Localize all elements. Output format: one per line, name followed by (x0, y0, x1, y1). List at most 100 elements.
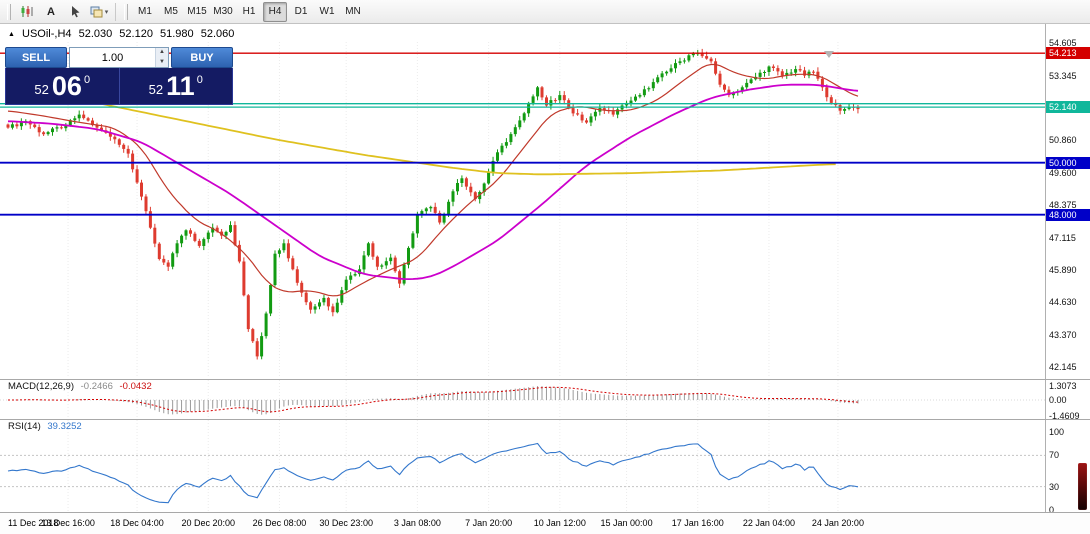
time-label: 24 Jan 20:00 (811, 518, 864, 528)
symbol-period: USOil-,H4 (22, 28, 72, 40)
timeframe-m30[interactable]: M30 (211, 2, 235, 22)
price-tick: 53.345 (1049, 70, 1077, 81)
price-label-48.000: 48.000 (1046, 208, 1090, 221)
time-label: 13 Dec 16:00 (41, 518, 95, 528)
timeframe-m15[interactable]: M15 (185, 2, 209, 22)
sell-button[interactable]: SELL (5, 47, 67, 68)
time-label: 10 Jan 12:00 (533, 518, 586, 528)
rsi-tick: 30 (1049, 481, 1060, 492)
one-click-trading-panel: SELL 1.00 ▲ ▼ BUY 52 06 0 52 11 0 (5, 47, 233, 105)
timeframe-m1[interactable]: M1 (133, 2, 157, 22)
volume-spinner[interactable]: ▲ ▼ (155, 48, 168, 67)
macd-axis: 1.3073 0.00 -1.4609 (1045, 380, 1090, 421)
macd-main-value: -0.2466 (80, 381, 113, 392)
rsi-value: 39.3252 (47, 421, 82, 432)
sell-price-prefix: 52 (34, 81, 49, 97)
ohlc-close: 52.060 (200, 28, 235, 40)
price-display: 52 06 0 52 11 0 (5, 68, 233, 105)
sell-price[interactable]: 52 06 0 (6, 68, 119, 104)
rsi-label: RSI(14) 39.3252 (8, 421, 86, 432)
price-tick: 45.890 (1049, 264, 1077, 275)
price-tick: 54.605 (1049, 38, 1077, 48)
toolbar: A ▾ M1 M5 M15 M30 H1 H4 D1 W1 MN (0, 0, 1090, 24)
buy-price-pips: 11 (166, 71, 195, 101)
chart-ohlc-header: ▲ USOil-,H4 52.030 52.120 51.980 52.060 (8, 28, 238, 40)
rsi-tick: 0 (1049, 505, 1055, 515)
price-label-52.140: 52.140 (1046, 101, 1090, 114)
time-axis[interactable]: 11 Dec 2018 13 Dec 16:00 18 Dec 04:00 20 De… (0, 512, 1090, 534)
ohlc-open: 52.030 (78, 28, 113, 40)
candles-icon (21, 6, 33, 17)
sell-price-point: 0 (83, 74, 91, 86)
price-chart[interactable] (0, 24, 1090, 379)
ohlc-high: 52.120 (119, 28, 153, 40)
timeframe-h1[interactable]: H1 (237, 2, 261, 22)
rsi-line (7, 442, 859, 504)
time-label: 7 Jan 20:00 (465, 518, 513, 528)
price-tick: 42.145 (1049, 361, 1077, 372)
time-label: 30 Dec 23:00 (319, 518, 373, 528)
symbol-icon: ▲ (8, 31, 15, 38)
time-label: 22 Jan 04:00 (742, 518, 795, 528)
timeframe-group: M1 M5 M15 M30 H1 H4 D1 W1 MN (132, 1, 366, 22)
chart-type-button[interactable] (16, 2, 38, 22)
buy-price[interactable]: 52 11 0 (120, 68, 233, 104)
macd-tick: -1.4609 (1049, 410, 1080, 421)
annotation-button[interactable]: A (40, 2, 62, 22)
price-tick: 48.375 (1049, 199, 1077, 210)
volume-value: 1.00 (101, 51, 124, 64)
time-label: 26 Dec 08:00 (252, 518, 307, 528)
price-axis: 54.60553.34552.14550.86049.60048.37547.1… (1045, 24, 1090, 379)
template-button[interactable]: ▾ (88, 2, 110, 22)
cursor-tool-button[interactable] (64, 2, 86, 22)
macd-panel[interactable]: MACD(12,26,9) -0.2466 -0.0432 1.3073 0.00… (0, 379, 1090, 421)
time-label: 18 Dec 04:00 (110, 518, 164, 528)
price-tick: 50.860 (1049, 135, 1077, 146)
timeframe-h4[interactable]: H4 (263, 1, 287, 22)
horizontal-lines (0, 52, 1045, 216)
timeframe-d1[interactable]: D1 (289, 2, 313, 22)
chart-shift-marker (824, 51, 834, 58)
macd-label: MACD(12,26,9) -0.2466 -0.0432 (8, 381, 156, 392)
price-label-54.213: 54.213 (1046, 47, 1090, 60)
price-tick: 49.600 (1049, 168, 1077, 179)
time-label: 15 Jan 00:00 (600, 518, 653, 528)
chart-window[interactable]: ▲ USOil-,H4 52.030 52.120 51.980 52.060 … (0, 24, 1090, 379)
macd-chart (0, 380, 1045, 420)
price-tick: 47.115 (1049, 232, 1076, 243)
time-label: 17 Jan 16:00 (671, 518, 724, 528)
time-label: 3 Jan 08:00 (393, 518, 441, 528)
chevron-down-icon: ▾ (104, 8, 109, 16)
rsi-chart (0, 420, 1045, 513)
macd-name: MACD(12,26,9) (8, 381, 74, 392)
volume-input[interactable]: 1.00 ▲ ▼ (69, 47, 169, 68)
toolbar-grip (7, 3, 11, 20)
time-label: 20 Dec 20:00 (181, 518, 236, 528)
macd-signal-value: -0.0432 (119, 381, 152, 392)
rsi-tick: 100 (1049, 427, 1065, 437)
rsi-name: RSI(14) (8, 421, 41, 432)
ma-medium (7, 83, 859, 281)
macd-signal-line (8, 386, 859, 413)
price-tick: 44.630 (1049, 297, 1077, 308)
ma-fast (7, 63, 859, 297)
price-tick: 43.370 (1049, 330, 1077, 341)
buy-button[interactable]: BUY (171, 47, 233, 68)
scrollbar-thumb[interactable] (1078, 463, 1087, 510)
rsi-tick: 70 (1049, 450, 1060, 461)
price-divider (118, 68, 120, 104)
volume-down-icon[interactable]: ▼ (156, 57, 168, 67)
timeframe-m5[interactable]: M5 (159, 2, 183, 22)
buy-price-point: 0 (196, 74, 203, 86)
timeframe-mn[interactable]: MN (341, 2, 365, 22)
volume-up-icon[interactable]: ▲ (156, 48, 168, 58)
price-label-50.000: 50.000 (1046, 156, 1090, 169)
time-label: 11 Dec 2018 (8, 518, 59, 528)
sell-price-pips: 06 (51, 71, 82, 101)
template-icon (90, 6, 103, 17)
rsi-panel[interactable]: RSI(14) 39.3252 100 70 30 0 (0, 419, 1090, 515)
ohlc-low: 51.980 (160, 28, 194, 40)
buy-price-prefix: 52 (148, 81, 164, 97)
timeframe-w1[interactable]: W1 (315, 2, 339, 22)
macd-tick: 1.3073 (1049, 380, 1077, 391)
